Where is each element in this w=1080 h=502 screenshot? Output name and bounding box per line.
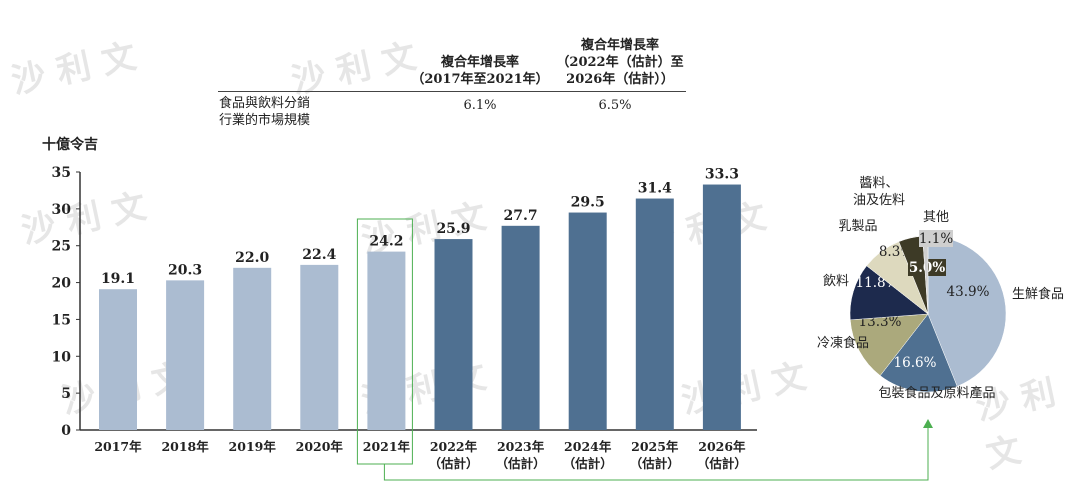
pie-category-label: 乳製品 — [838, 219, 877, 234]
y-tick-label: 25 — [52, 239, 71, 255]
bar — [501, 225, 540, 430]
bar-value-label: 25.9 — [436, 221, 470, 237]
bar — [635, 198, 674, 430]
pie-value-label: 16.6% — [894, 355, 937, 371]
bar-value-label: 22.4 — [302, 247, 336, 263]
x-tick-label: 2025年 — [631, 439, 679, 454]
cagr-value-2: 6.5% — [598, 98, 632, 113]
table-rule — [218, 91, 686, 92]
x-tick-label: （估計） — [428, 456, 478, 471]
pie-category-label: 飲料 — [823, 273, 849, 289]
y-axis-title: 十億令吉 — [42, 137, 98, 153]
bar-value-label: 19.1 — [101, 271, 135, 287]
cagr-header-2: 複合年增長率 （2022年（估計）至 2026年（估計）） — [556, 38, 684, 87]
y-tick-label: 15 — [52, 312, 71, 328]
x-tick-label: 2024年 — [564, 439, 612, 454]
y-tick-label: 20 — [52, 276, 72, 292]
pie-category-label: 其他 — [923, 210, 949, 225]
x-tick-label: 2020年 — [296, 439, 344, 454]
pie-label-bg — [919, 230, 953, 247]
bar — [99, 289, 137, 430]
bar-value-label: 22.0 — [235, 250, 269, 266]
bar — [300, 264, 339, 430]
bar-value-label: 29.5 — [571, 195, 605, 211]
x-tick-label: 2022年 — [430, 439, 478, 454]
pie-category-label: 油及佐料 — [853, 193, 905, 208]
pie-category-label: 醬料、 — [859, 175, 898, 191]
pie-value-label: 1.1% — [919, 231, 953, 247]
x-tick-label: 2018年 — [161, 439, 209, 454]
x-tick-label: （估計） — [697, 456, 747, 471]
y-tick-label: 0 — [61, 423, 71, 439]
x-tick-label: 2023年 — [497, 439, 545, 454]
pie-slice — [879, 313, 958, 393]
pie-category-label: 包裝食品及原料產品 — [878, 385, 995, 401]
x-tick-label: 2017年 — [94, 439, 142, 454]
x-tick-label: （估計） — [630, 456, 680, 471]
bar — [233, 267, 272, 430]
bar-value-label: 24.2 — [369, 234, 403, 250]
bar-value-label: 31.4 — [638, 181, 672, 197]
x-tick-label: （估計） — [496, 456, 546, 471]
cagr-value-1: 6.1% — [463, 98, 497, 113]
bar-value-label: 20.3 — [168, 262, 202, 278]
cagr-header-1: 複合年增長率 （2017年至2021年） — [411, 55, 549, 87]
y-tick-label: 5 — [61, 386, 71, 402]
row-label: 食品與飲料分銷 行業的市場規模 — [219, 96, 311, 128]
bar — [434, 239, 473, 430]
x-tick-label: 2019年 — [229, 439, 277, 454]
bar — [702, 184, 741, 430]
bar-value-label: 27.7 — [504, 208, 538, 224]
x-tick-label: 2026年 — [698, 439, 746, 454]
pie-category-label: 生鮮食品 — [1012, 286, 1064, 302]
bar — [568, 212, 607, 430]
pie-value-label: 43.9% — [947, 284, 990, 300]
bar — [367, 251, 406, 430]
bar — [166, 280, 205, 430]
pie-slice — [927, 235, 1007, 387]
x-tick-label: （估計） — [563, 456, 613, 471]
x-tick-label: 2021年 — [363, 439, 411, 454]
pie-slice — [849, 313, 929, 376]
pie-category-label: 冷凍食品 — [817, 335, 869, 351]
arrow-head-icon — [923, 419, 933, 428]
y-tick-label: 10 — [52, 349, 72, 365]
bar-value-label: 33.3 — [705, 167, 739, 183]
y-tick-label: 30 — [52, 202, 72, 218]
y-tick-label: 35 — [52, 165, 71, 181]
connector-line — [383, 426, 929, 481]
